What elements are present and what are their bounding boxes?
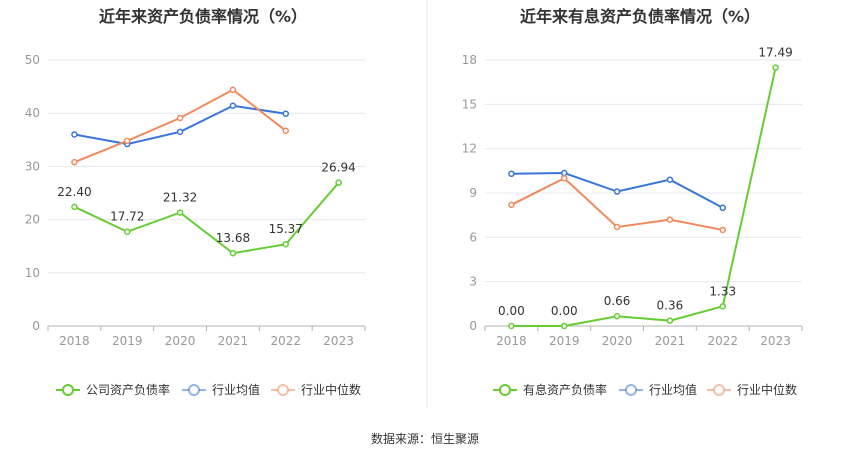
data-label: 22.40 <box>57 185 91 199</box>
data-point <box>508 170 515 178</box>
legend-marker <box>499 384 511 396</box>
legend-label: 公司资产负债率 <box>86 382 170 397</box>
data-label: 1.33 <box>709 284 736 298</box>
x-tick-label: 2018 <box>59 334 90 348</box>
data-point <box>335 179 342 186</box>
legend-marker <box>188 384 200 396</box>
data-label: 0.66 <box>604 294 631 308</box>
data-point <box>613 223 621 231</box>
y-tick-label: 15 <box>462 97 477 111</box>
y-tick-label: 0 <box>32 319 40 333</box>
data-point <box>561 169 568 177</box>
data-label: 13.68 <box>216 231 250 245</box>
x-tick-label: 2019 <box>112 334 143 348</box>
data-point <box>613 312 621 320</box>
data-point <box>229 249 237 257</box>
data-label: 0.36 <box>657 299 684 313</box>
legend-label: 行业中位数 <box>737 382 797 397</box>
y-tick-label: 30 <box>25 159 40 173</box>
data-point <box>282 127 289 135</box>
x-tick-label: 2020 <box>165 334 196 348</box>
data-label: 0.00 <box>498 304 525 318</box>
legend-label: 有息资产负债率 <box>523 382 607 397</box>
data-point <box>176 114 184 122</box>
legend-label: 行业均值 <box>212 382 260 397</box>
data-point <box>124 228 131 235</box>
y-tick-label: 3 <box>469 275 477 289</box>
data-point <box>719 303 726 310</box>
y-tick-label: 10 <box>25 266 40 280</box>
data-point <box>561 322 568 330</box>
data-label: 15.37 <box>269 222 303 236</box>
legend-label: 行业中位数 <box>301 382 361 397</box>
data-point <box>176 128 184 136</box>
data-source-label: 数据来源：恒生聚源 <box>371 431 479 446</box>
chart-title: 近年来有息资产负债率情况（%） <box>520 7 760 26</box>
y-tick-label: 40 <box>25 106 40 120</box>
data-point <box>772 64 779 71</box>
data-point <box>282 110 289 117</box>
x-tick-label: 2021 <box>655 334 686 348</box>
legend-marker <box>277 384 289 396</box>
data-point <box>229 86 237 94</box>
data-point <box>229 102 237 110</box>
data-point <box>508 201 515 209</box>
y-tick-label: 6 <box>469 230 477 244</box>
data-label: 21.32 <box>163 191 197 205</box>
data-point <box>561 174 568 182</box>
data-point <box>176 209 184 216</box>
x-tick-label: 2018 <box>496 334 527 348</box>
x-tick-label: 2021 <box>218 334 249 348</box>
x-tick-label: 2022 <box>707 334 738 348</box>
series-line <box>511 67 777 327</box>
data-point <box>666 317 674 324</box>
series-line <box>73 182 340 255</box>
data-point <box>71 131 78 138</box>
x-tick-label: 2022 <box>270 334 301 348</box>
y-tick-label: 18 <box>462 53 477 67</box>
y-tick-label: 12 <box>462 142 477 156</box>
series-line <box>510 177 723 231</box>
legend-label: 行业均值 <box>649 382 697 397</box>
x-tick-label: 2023 <box>760 334 791 348</box>
y-tick-label: 50 <box>25 53 40 67</box>
data-point <box>666 176 674 183</box>
data-point <box>613 188 621 195</box>
data-point <box>71 158 78 166</box>
chart-panel-interest-bearing-debt-ratio: 近年来有息资产负债率情况（%） 0 3 6 9 12 15 18 2018 2019 2020 202… <box>462 7 803 397</box>
data-point <box>71 203 78 211</box>
data-point <box>719 204 726 212</box>
data-label: 17.72 <box>110 210 144 224</box>
legend-marker <box>62 384 74 396</box>
x-tick-label: 2020 <box>602 334 633 348</box>
data-label: 26.94 <box>321 161 355 175</box>
chart-title: 近年来资产负债率情况（%） <box>99 7 307 26</box>
data-label: 17.49 <box>758 46 792 60</box>
legend-marker <box>713 384 725 396</box>
data-point <box>666 216 674 223</box>
data-point <box>719 226 726 234</box>
data-label: 0.00 <box>551 304 578 318</box>
data-point <box>282 240 289 248</box>
x-tick-label: 2023 <box>323 334 354 348</box>
series-line <box>74 104 286 146</box>
data-point <box>508 322 515 330</box>
y-tick-label: 0 <box>469 319 477 333</box>
y-tick-label: 20 <box>25 213 40 227</box>
y-tick-label: 9 <box>469 186 477 200</box>
chart-panel-total-debt-ratio: 近年来资产负债率情况（%） 0 10 20 30 40 50 2018 2019 2020 2021… <box>25 7 366 397</box>
x-tick-label: 2019 <box>549 334 580 348</box>
data-point <box>124 137 131 145</box>
legend-marker <box>625 384 637 396</box>
series-line <box>74 88 287 164</box>
